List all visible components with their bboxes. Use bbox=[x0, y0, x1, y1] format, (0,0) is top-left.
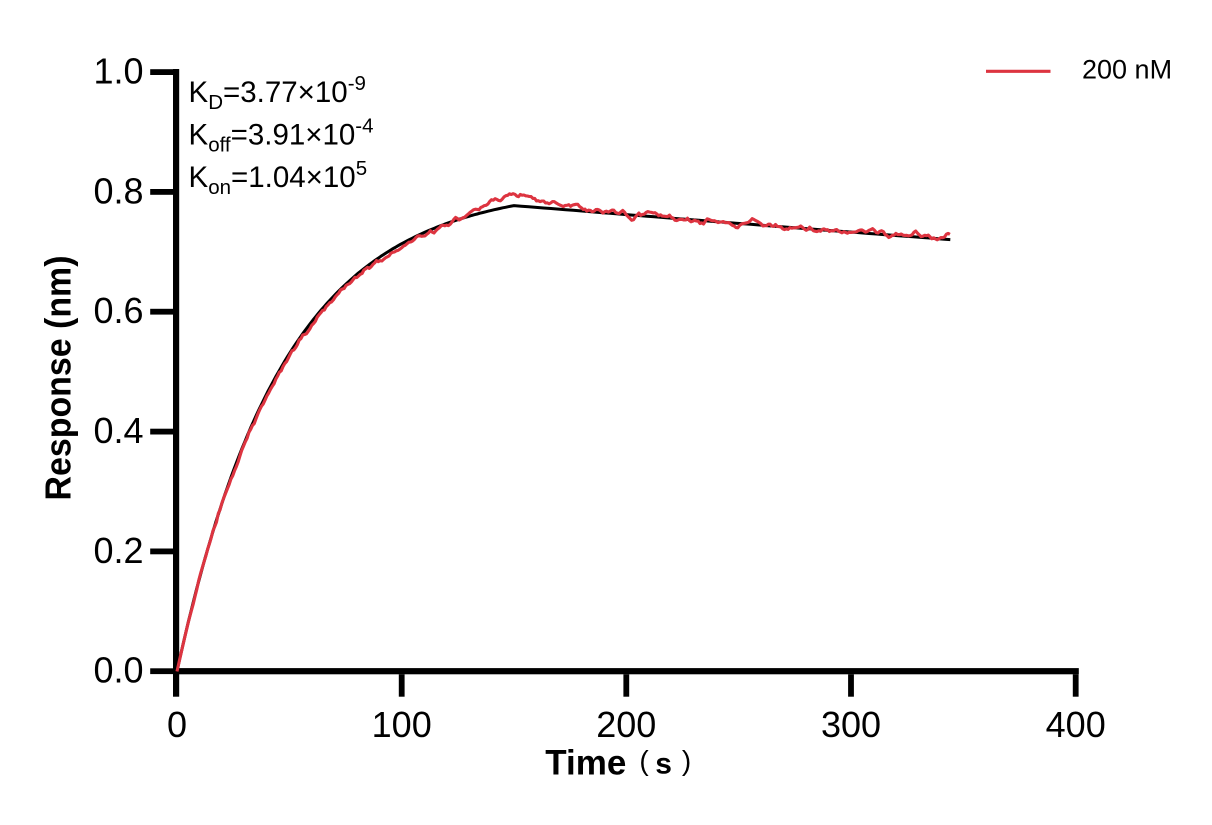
svg-text:400: 400 bbox=[1046, 704, 1106, 745]
svg-text:0.8: 0.8 bbox=[93, 170, 143, 211]
svg-text:200 nM: 200 nM bbox=[1082, 55, 1172, 85]
svg-text:100: 100 bbox=[372, 704, 432, 745]
svg-text:Koff=3.91×10-4: Koff=3.91×10-4 bbox=[189, 115, 374, 157]
svg-text:KD=3.77×10-9: KD=3.77×10-9 bbox=[189, 72, 366, 114]
svg-text:0.0: 0.0 bbox=[93, 650, 143, 691]
svg-text:Time(s): Time(s) bbox=[545, 743, 691, 782]
svg-text:0.4: 0.4 bbox=[93, 410, 143, 451]
svg-text:200: 200 bbox=[596, 704, 656, 745]
svg-text:0.2: 0.2 bbox=[93, 530, 143, 571]
svg-text:0.6: 0.6 bbox=[93, 290, 143, 331]
svg-text:Response (nm): Response (nm) bbox=[38, 256, 79, 501]
svg-text:300: 300 bbox=[821, 704, 881, 745]
svg-text:1.0: 1.0 bbox=[93, 51, 143, 92]
svg-text:0: 0 bbox=[167, 704, 187, 745]
svg-text:Kon=1.04×105: Kon=1.04×105 bbox=[189, 157, 368, 199]
